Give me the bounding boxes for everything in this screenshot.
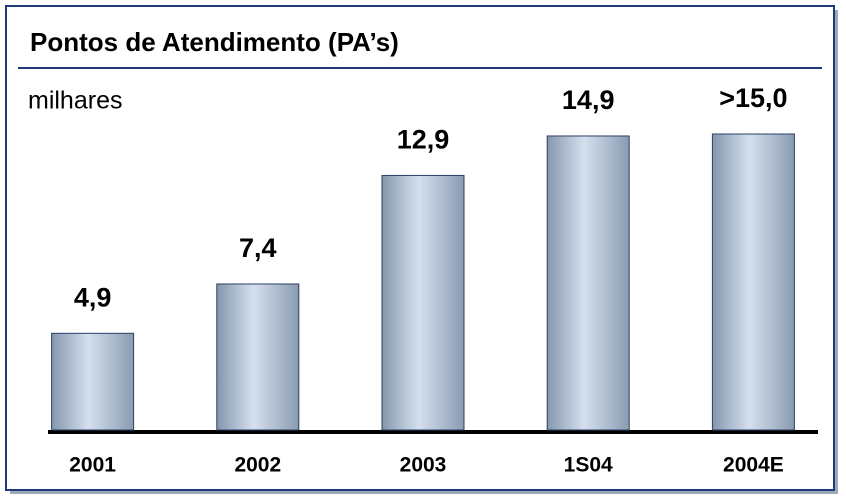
data-label: 4,9 [74, 282, 112, 312]
bar [711, 133, 795, 431]
chart-subtitle: milhares [28, 87, 122, 115]
x-tick-label: 2001 [69, 454, 116, 477]
x-tick-label: 2003 [400, 454, 447, 477]
x-tick-label: 1S04 [564, 454, 613, 477]
data-label: 14,9 [562, 85, 615, 115]
x-tick-label: 2004E [723, 454, 784, 477]
data-label: >15,0 [719, 83, 787, 113]
chart-title: Pontos de Atendimento (PA’s) [30, 27, 399, 57]
x-tick-label: 2002 [234, 454, 281, 477]
bar [216, 283, 300, 431]
bar [51, 332, 135, 431]
bar [546, 135, 630, 431]
bar [381, 174, 465, 431]
data-label: 12,9 [397, 125, 450, 155]
data-label: 7,4 [239, 233, 277, 263]
